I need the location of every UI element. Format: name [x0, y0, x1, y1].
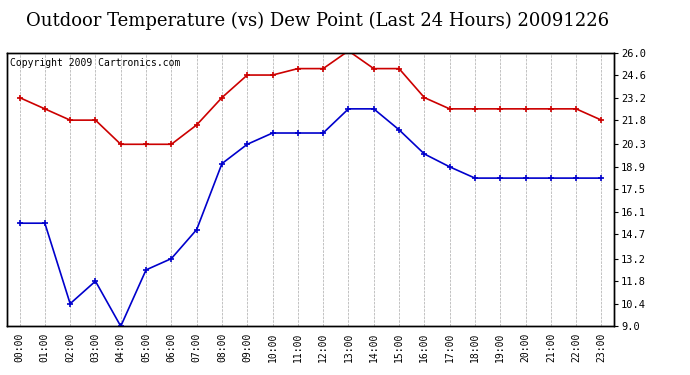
Text: Copyright 2009 Cartronics.com: Copyright 2009 Cartronics.com: [10, 58, 180, 68]
Text: Outdoor Temperature (vs) Dew Point (Last 24 Hours) 20091226: Outdoor Temperature (vs) Dew Point (Last…: [26, 11, 609, 30]
